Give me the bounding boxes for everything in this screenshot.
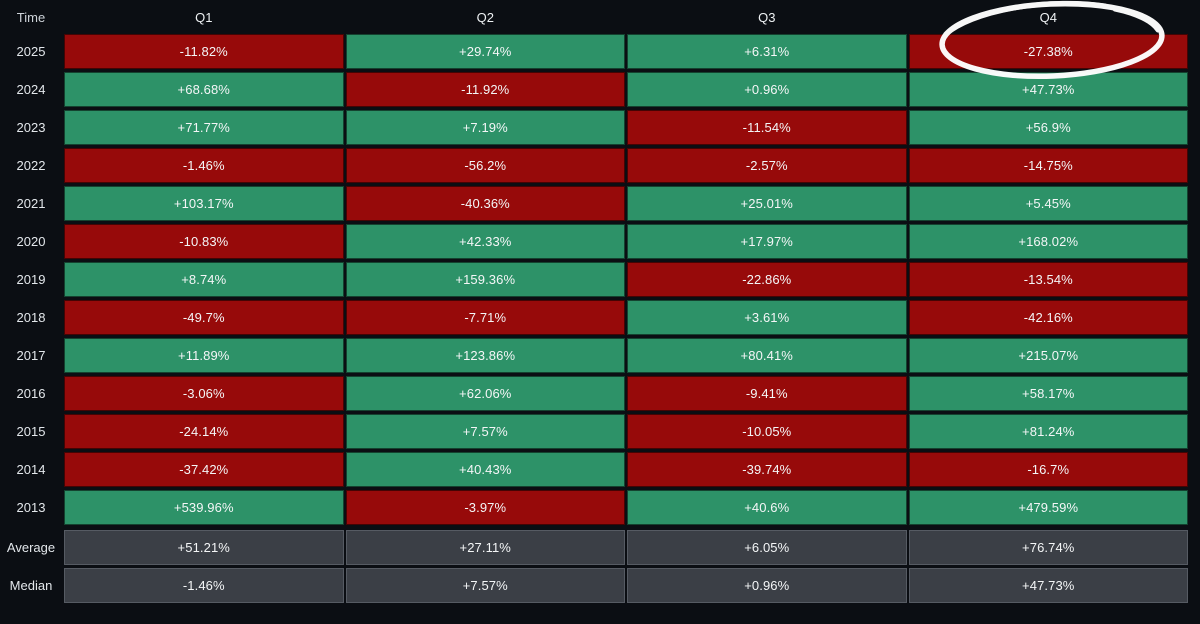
- return-cell: -7.71%: [345, 300, 625, 335]
- return-cell: -16.7%: [908, 452, 1188, 487]
- return-cell: -10.05%: [627, 414, 907, 449]
- return-cell: -2.57%: [627, 148, 907, 183]
- year-label: 2014: [16, 462, 46, 477]
- return-cell: +29.74%: [345, 34, 625, 69]
- table-row: 2019 +8.74% +159.36% -22.86% -13.54%: [0, 262, 1188, 297]
- table-row: 2022 -1.46% -56.2% -2.57% -14.75%: [0, 148, 1188, 183]
- return-cell: +479.59%: [908, 490, 1188, 525]
- table-row: 2016 -3.06% +62.06% -9.41% +58.17%: [0, 376, 1188, 411]
- return-cell: +6.05%: [627, 530, 907, 565]
- return-cell: -9.41%: [627, 376, 907, 411]
- year-label: 2024: [16, 82, 46, 97]
- table-row: 2023 +71.77% +7.19% -11.54% +56.9%: [0, 110, 1188, 145]
- return-cell: +40.6%: [627, 490, 907, 525]
- year-label: 2023: [16, 120, 46, 135]
- return-cell: -37.42%: [64, 452, 344, 487]
- table-row: 2024 +68.68% -11.92% +0.96% +47.73%: [0, 72, 1188, 107]
- year-label: 2019: [16, 272, 46, 287]
- return-cell: +25.01%: [627, 186, 907, 221]
- return-cell: +123.86%: [345, 338, 625, 373]
- return-cell: -10.83%: [64, 224, 344, 259]
- return-cell: +168.02%: [908, 224, 1188, 259]
- year-label: 2016: [16, 386, 46, 401]
- year-label: 2021: [16, 196, 46, 211]
- return-cell: -27.38%: [908, 34, 1188, 69]
- table-row: 2021 +103.17% -40.36% +25.01% +5.45%: [0, 186, 1188, 221]
- return-cell: +27.11%: [345, 530, 625, 565]
- table-header-row: Time Q1 Q2 Q3 Q4: [0, 0, 1188, 34]
- return-cell: +76.74%: [908, 530, 1188, 565]
- return-cell: +51.21%: [64, 530, 344, 565]
- return-cell: +7.57%: [345, 414, 625, 449]
- column-header-q2: Q2: [476, 9, 494, 25]
- return-cell: -49.7%: [64, 300, 344, 335]
- year-label: 2022: [16, 158, 46, 173]
- return-cell: +81.24%: [908, 414, 1188, 449]
- return-cell: -11.92%: [345, 72, 625, 107]
- return-cell: +7.19%: [345, 110, 625, 145]
- return-cell: +103.17%: [64, 186, 344, 221]
- time-header-label: Time: [16, 9, 46, 25]
- year-label: 2025: [16, 44, 46, 59]
- return-cell: -13.54%: [908, 262, 1188, 297]
- year-label: 2018: [16, 310, 46, 325]
- return-cell: -40.36%: [345, 186, 625, 221]
- return-cell: -1.46%: [64, 148, 344, 183]
- year-label: 2017: [16, 348, 46, 363]
- column-header-q3: Q3: [758, 9, 776, 25]
- return-cell: -39.74%: [627, 452, 907, 487]
- return-cell: +71.77%: [64, 110, 344, 145]
- return-cell: +8.74%: [64, 262, 344, 297]
- return-cell: +58.17%: [908, 376, 1188, 411]
- return-cell: -56.2%: [345, 148, 625, 183]
- summary-row: Median -1.46% +7.57% +0.96% +47.73%: [0, 568, 1188, 603]
- summary-label: Median: [9, 578, 53, 593]
- return-cell: +159.36%: [345, 262, 625, 297]
- table-row: 2025 -11.82% +29.74% +6.31% -27.38%: [0, 34, 1188, 69]
- return-cell: +7.57%: [345, 568, 625, 603]
- return-cell: +68.68%: [64, 72, 344, 107]
- table-row: 2017 +11.89% +123.86% +80.41% +215.07%: [0, 338, 1188, 373]
- return-cell: +5.45%: [908, 186, 1188, 221]
- return-cell: +47.73%: [908, 72, 1188, 107]
- return-cell: -3.97%: [345, 490, 625, 525]
- return-cell: +0.96%: [627, 72, 907, 107]
- return-cell: +80.41%: [627, 338, 907, 373]
- column-header-q1: Q1: [195, 9, 213, 25]
- table-body: 2025 -11.82% +29.74% +6.31% -27.38% 2024 +68.6…: [0, 34, 1200, 603]
- return-cell: -14.75%: [908, 148, 1188, 183]
- table-row: 2013 +539.96% -3.97% +40.6% +479.59%: [0, 490, 1188, 525]
- return-cell: +0.96%: [627, 568, 907, 603]
- year-label: 2013: [16, 500, 46, 515]
- table-row: 2018 -49.7% -7.71% +3.61% -42.16%: [0, 300, 1188, 335]
- summary-label: Average: [6, 540, 56, 555]
- return-cell: +215.07%: [908, 338, 1188, 373]
- return-cell: +11.89%: [64, 338, 344, 373]
- year-label: 2015: [16, 424, 46, 439]
- return-cell: -24.14%: [64, 414, 344, 449]
- return-cell: -1.46%: [64, 568, 344, 603]
- return-cell: -3.06%: [64, 376, 344, 411]
- return-cell: +539.96%: [64, 490, 344, 525]
- summary-row: Average +51.21% +27.11% +6.05% +76.74%: [0, 530, 1188, 565]
- return-cell: +62.06%: [345, 376, 625, 411]
- return-cell: +42.33%: [345, 224, 625, 259]
- column-header-q4: Q4: [1039, 9, 1057, 25]
- return-cell: +6.31%: [627, 34, 907, 69]
- return-cell: -11.82%: [64, 34, 344, 69]
- return-cell: -22.86%: [627, 262, 907, 297]
- return-cell: +47.73%: [908, 568, 1188, 603]
- return-cell: -42.16%: [908, 300, 1188, 335]
- table-row: 2015 -24.14% +7.57% -10.05% +81.24%: [0, 414, 1188, 449]
- return-cell: -11.54%: [627, 110, 907, 145]
- return-cell: +40.43%: [345, 452, 625, 487]
- return-cell: +3.61%: [627, 300, 907, 335]
- table-row: 2020 -10.83% +42.33% +17.97% +168.02%: [0, 224, 1188, 259]
- return-cell: +56.9%: [908, 110, 1188, 145]
- year-label: 2020: [16, 234, 46, 249]
- return-cell: +17.97%: [627, 224, 907, 259]
- table-row: 2014 -37.42% +40.43% -39.74% -16.7%: [0, 452, 1188, 487]
